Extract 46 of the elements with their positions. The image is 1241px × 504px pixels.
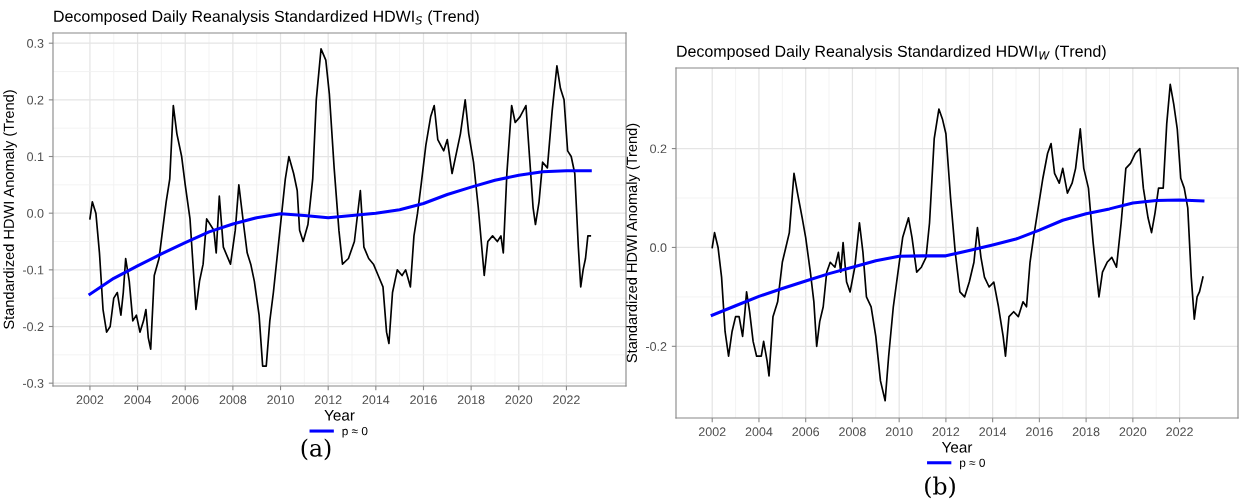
x-tick-label: 2012 — [314, 395, 342, 405]
x-tick-label: 2018 — [1072, 427, 1100, 437]
x-tick-label: 2002 — [76, 395, 104, 405]
x-tick-label: 2020 — [1119, 427, 1147, 437]
y-tick-label: -0.2 — [22, 322, 44, 332]
y-tick-label: 0.0 — [650, 243, 667, 253]
y-tick-label: 0.2 — [650, 144, 667, 154]
x-tick-label: 2006 — [171, 395, 199, 405]
x-tick-label: 2008 — [219, 395, 247, 405]
x-axis-title: Year — [324, 410, 355, 421]
x-tick-label: 2006 — [792, 427, 820, 437]
x-tick-label: 2012 — [932, 427, 960, 437]
y-axis-title: Standardized HDWI Anomaly (Trend) — [3, 90, 17, 329]
line-series — [711, 83, 1204, 402]
line-series — [88, 169, 592, 296]
y-axis-title: Standardized HDWI Anomaly (Trend) — [626, 123, 640, 363]
x-tick-label: 2014 — [362, 395, 390, 405]
legend-label: p ≈ 0 — [960, 458, 985, 470]
x-tick-label: 2010 — [267, 395, 294, 405]
y-tick-label: 0.3 — [27, 39, 44, 48]
x-tick-label: 2020 — [505, 395, 533, 405]
x-tick-label: 2008 — [839, 427, 866, 437]
text: (a) — [301, 438, 331, 461]
text: (b) — [925, 476, 955, 499]
y-tick-label: 0.0 — [27, 208, 44, 218]
x-tick-label: 2016 — [1026, 427, 1053, 437]
x-tick-label: 2022 — [553, 395, 580, 405]
x-tick-label: 2014 — [979, 427, 1007, 437]
x-tick-label: 2010 — [885, 427, 913, 437]
chart-title: Decomposed Daily Reanalysis Standardized HDWI$_{W}$ (Trend) — [677, 45, 1106, 61]
x-tick-label: 2018 — [457, 395, 485, 405]
x-tick-label: 2002 — [698, 427, 726, 437]
x-tick-label: 2016 — [410, 395, 437, 405]
y-tick-label: 0.1 — [27, 152, 44, 162]
x-tick-label: 2022 — [1166, 427, 1193, 437]
x-axis-title: Year — [941, 442, 973, 453]
y-tick-label: -0.1 — [22, 265, 44, 275]
x-tick-label: 2004 — [745, 427, 773, 437]
x-tick-label: 2004 — [124, 395, 152, 405]
y-tick-label: -0.3 — [22, 378, 44, 388]
line-series — [89, 48, 592, 368]
y-tick-label: -0.2 — [645, 342, 667, 351]
legend-label: p ≈ 0 — [342, 426, 368, 438]
line-series — [710, 198, 1205, 317]
y-tick-label: 0.2 — [27, 95, 44, 105]
chart-title: Decomposed Daily Reanalysis Standardized HDWI$_{S}$ (Trend) — [54, 10, 479, 26]
